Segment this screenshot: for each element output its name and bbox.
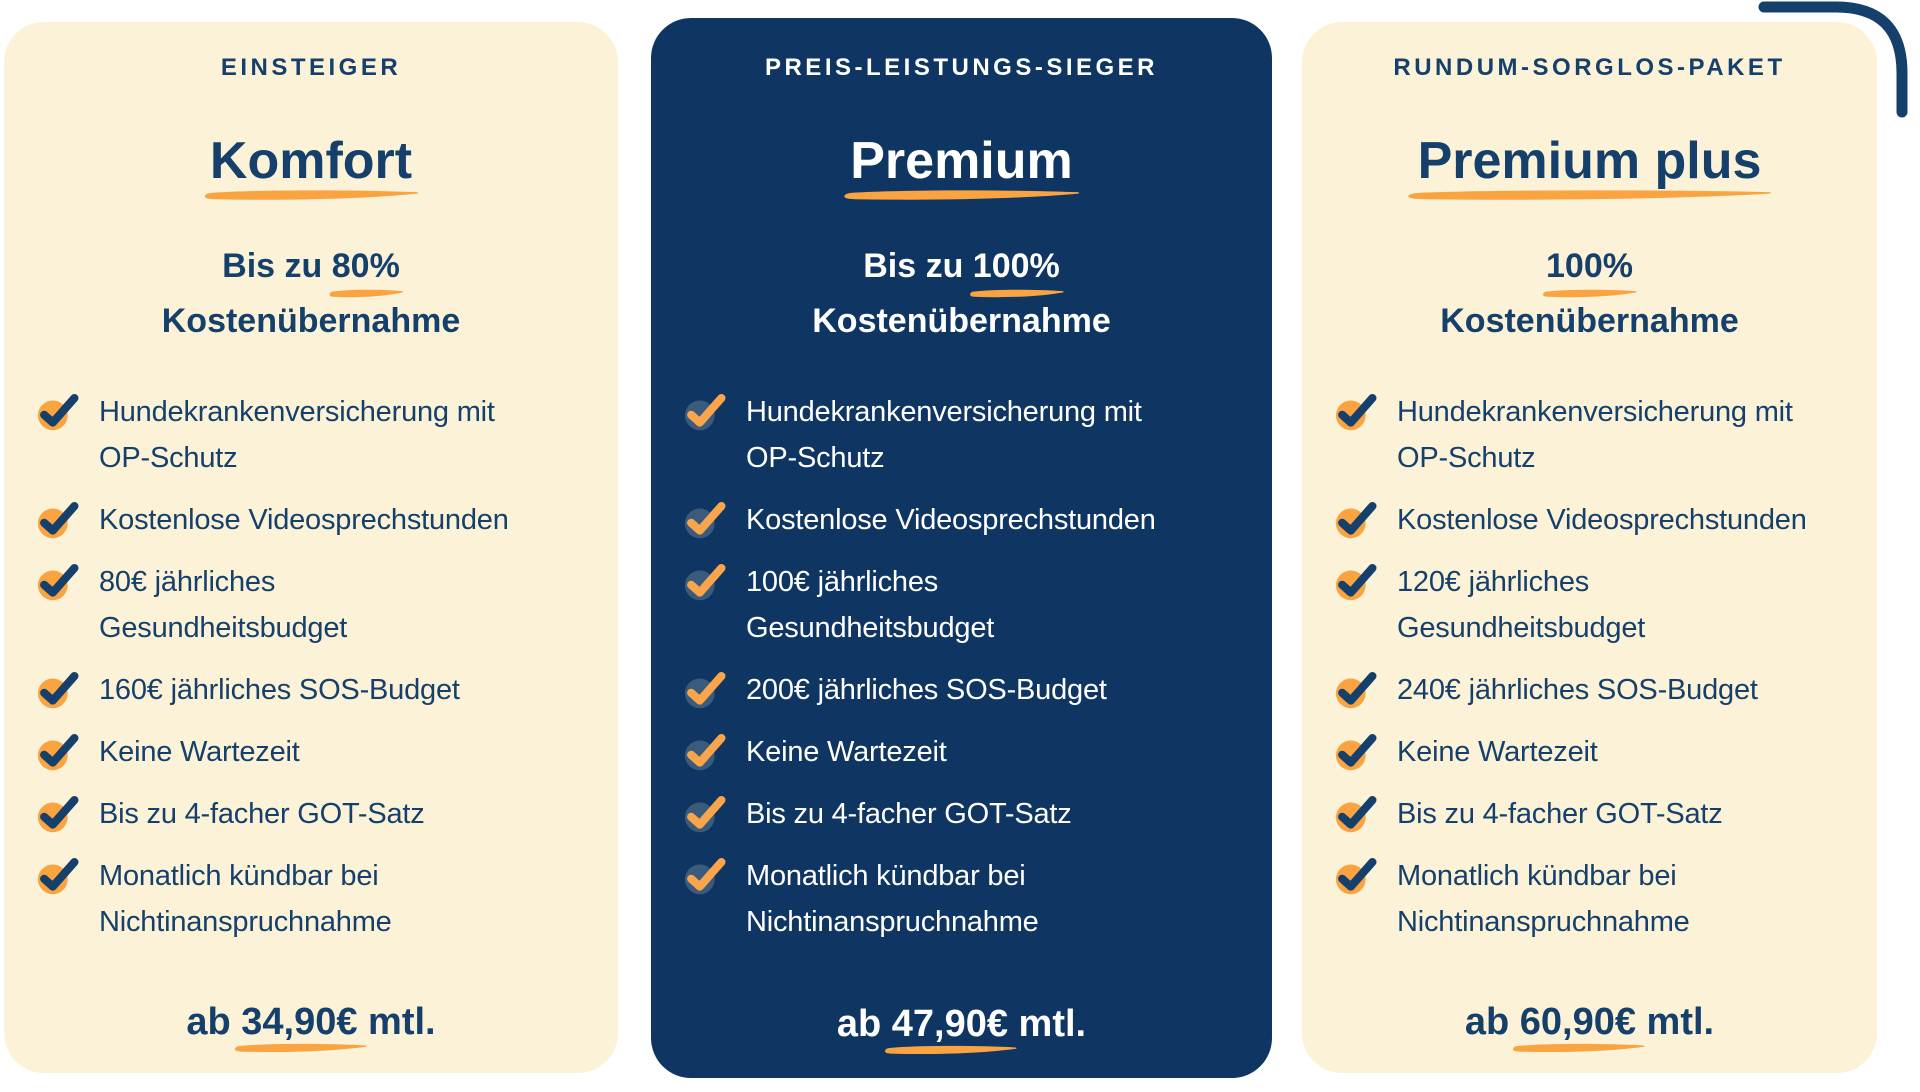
feature-item: 200€ jährliches SOS-Budget <box>683 667 1244 713</box>
coverage-text: 100% Kostenübernahme <box>1330 239 1849 349</box>
underline-swoosh-icon <box>204 190 419 200</box>
feature-item: Monatlich kündbar bei Nichtinanspruchnah… <box>683 853 1244 945</box>
feature-item: Monatlich kündbar bei Nichtinanspruchnah… <box>1334 853 1849 945</box>
feature-item: 160€ jährliches SOS-Budget <box>36 667 590 713</box>
plan-title: Premium <box>844 130 1080 200</box>
coverage-highlight: 100% <box>1542 239 1637 298</box>
check-icon <box>684 738 722 771</box>
plan-title: Komfort <box>204 130 419 200</box>
check-icon <box>37 568 75 601</box>
feature-list: Hundekrankenversicherung mit OP-Schutz K… <box>1330 389 1849 961</box>
underline-swoosh-icon <box>885 1045 1018 1055</box>
check-icon <box>684 676 722 709</box>
coverage-text: Bis zu 100% Kostenübernahme <box>679 239 1244 349</box>
plan-card-komfort: EINSTEIGER Komfort Bis zu 80% Kostenüber… <box>4 22 618 1073</box>
coverage-text: Bis zu 80% Kostenübernahme <box>32 239 590 349</box>
feature-item: Keine Wartezeit <box>1334 729 1849 775</box>
underline-swoosh-icon <box>234 1043 367 1053</box>
corner-frame-decoration <box>1758 1 1908 118</box>
plan-card-premium-plus: RUNDUM-SORGLOS-PAKET Premium plus 100% K… <box>1302 22 1877 1073</box>
feature-item: Kostenlose Videosprechstunden <box>683 497 1244 543</box>
check-icon <box>684 398 722 431</box>
check-icon <box>1335 398 1373 431</box>
plan-badge: PREIS-LEISTUNGS-SIEGER <box>764 54 1159 81</box>
price: ab 34,90€ mtl. <box>32 999 590 1053</box>
feature-item: Bis zu 4-facher GOT-Satz <box>1334 791 1849 837</box>
plan-title: Premium plus <box>1408 130 1772 200</box>
check-icon <box>684 568 722 601</box>
check-icon <box>37 398 75 431</box>
plan-title-row: Komfort <box>32 130 590 200</box>
check-icon <box>37 506 75 539</box>
plan-badge: EINSTEIGER <box>220 54 402 81</box>
price: ab 47,90€ mtl. <box>679 1001 1244 1055</box>
coverage-highlight: 100% <box>969 239 1064 298</box>
check-icon <box>37 738 75 771</box>
check-icon <box>1335 676 1373 709</box>
underline-swoosh-icon <box>1408 190 1772 200</box>
check-icon <box>37 800 75 833</box>
feature-item: 100€ jährliches Gesundheitsbudget <box>683 559 1244 651</box>
plan-badge: RUNDUM-SORGLOS-PAKET <box>1393 54 1786 81</box>
feature-item: 240€ jährliches SOS-Budget <box>1334 667 1849 713</box>
underline-swoosh-icon <box>844 190 1080 200</box>
check-icon <box>684 506 722 539</box>
underline-swoosh-icon <box>969 289 1064 298</box>
price-value: 47,90€ <box>885 1001 1018 1055</box>
check-icon <box>684 800 722 833</box>
feature-item: Monatlich kündbar bei Nichtinanspruchnah… <box>36 853 590 945</box>
check-icon <box>1335 738 1373 771</box>
plan-card-premium: PREIS-LEISTUNGS-SIEGER Premium Bis zu 10… <box>651 18 1272 1078</box>
feature-list: Hundekrankenversicherung mit OP-Schutz K… <box>679 389 1244 961</box>
check-icon <box>1335 568 1373 601</box>
price-value: 34,90€ <box>234 999 367 1053</box>
feature-item: Keine Wartezeit <box>36 729 590 775</box>
feature-item: Bis zu 4-facher GOT-Satz <box>683 791 1244 837</box>
feature-item: Kostenlose Videosprechstunden <box>36 497 590 543</box>
feature-item: 120€ jährliches Gesundheitsbudget <box>1334 559 1849 651</box>
feature-item: Hundekrankenversicherung mit OP-Schutz <box>36 389 590 481</box>
underline-swoosh-icon <box>1513 1043 1646 1053</box>
feature-item: Kostenlose Videosprechstunden <box>1334 497 1849 543</box>
feature-item: Keine Wartezeit <box>683 729 1244 775</box>
price: ab 60,90€ mtl. <box>1330 999 1849 1053</box>
price-value: 60,90€ <box>1513 999 1646 1053</box>
underline-swoosh-icon <box>329 289 403 298</box>
check-icon <box>1335 862 1373 895</box>
check-icon <box>1335 506 1373 539</box>
feature-item: 80€ jährliches Gesundheitsbudget <box>36 559 590 651</box>
feature-item: Hundekrankenversicherung mit OP-Schutz <box>683 389 1244 481</box>
plan-title-row: Premium <box>679 130 1244 200</box>
feature-item: Hundekrankenversicherung mit OP-Schutz <box>1334 389 1849 481</box>
feature-list: Hundekrankenversicherung mit OP-Schutz K… <box>32 389 590 961</box>
check-icon <box>1335 800 1373 833</box>
plan-title-row: Premium plus <box>1330 130 1849 200</box>
coverage-highlight: 80% <box>329 239 403 298</box>
feature-item: Bis zu 4-facher GOT-Satz <box>36 791 590 837</box>
check-icon <box>37 676 75 709</box>
underline-swoosh-icon <box>1542 289 1637 298</box>
check-icon <box>684 862 722 895</box>
check-icon <box>37 862 75 895</box>
